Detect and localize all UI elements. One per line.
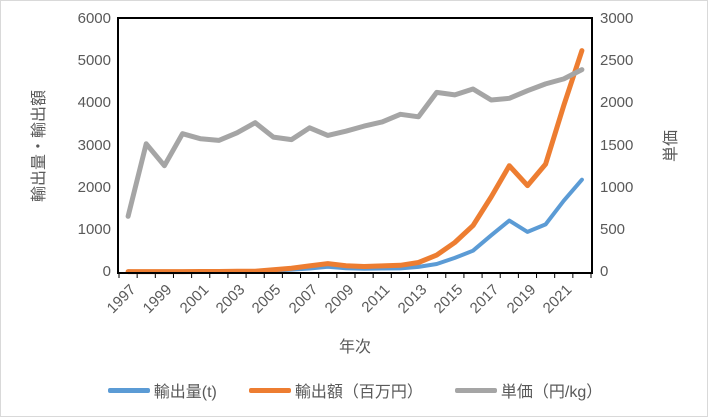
right-axis-title: 単価 <box>663 129 680 163</box>
y-axis-tick-label: 4000 <box>77 94 111 112</box>
y-axis-tick-label: 2000 <box>600 94 634 112</box>
x-axis-title: 年次 <box>338 339 371 356</box>
legend-label: 輸出額（百万円） <box>294 384 423 401</box>
legend-line-swatch <box>248 387 291 393</box>
y-axis-tick-label: 2000 <box>77 178 111 196</box>
y-axis-tick-label: 5000 <box>77 52 111 70</box>
legend-item: 単価（円/kg） <box>454 378 603 402</box>
series-line-1 <box>126 177 584 274</box>
y-axis-tick-label: 500 <box>600 220 626 238</box>
legend-item: 輸出額（百万円） <box>248 378 423 402</box>
plot-border <box>117 17 593 274</box>
y-axis-tick-label: 0 <box>102 263 111 280</box>
y-axis-tick-label: 6000 <box>77 10 111 27</box>
left-axis-title: 輸出量・輸出額 <box>31 89 48 203</box>
series-line-3 <box>125 67 585 219</box>
series-line-2 <box>125 48 585 275</box>
y-axis-tick-label: 0 <box>600 263 609 280</box>
legend-label: 輸出量(t) <box>153 384 217 401</box>
y-axis-tick-label: 2500 <box>600 52 634 70</box>
legend-label: 単価（円/kg） <box>500 384 603 401</box>
legend: 輸出量(t) 輸出額（百万円） 単価（円/kg） <box>1 378 707 402</box>
legend-line-swatch <box>454 387 497 393</box>
legend-item: 輸出量(t) <box>107 378 217 402</box>
y-axis-tick-label: 3000 <box>77 136 111 154</box>
y-axis-tick-label: 1500 <box>600 136 634 154</box>
legend-line-swatch <box>107 387 150 393</box>
y-axis-tick-label: 3000 <box>600 10 634 27</box>
y-axis-tick-label: 1000 <box>77 220 111 238</box>
y-axis-tick-label: 1000 <box>600 178 634 196</box>
